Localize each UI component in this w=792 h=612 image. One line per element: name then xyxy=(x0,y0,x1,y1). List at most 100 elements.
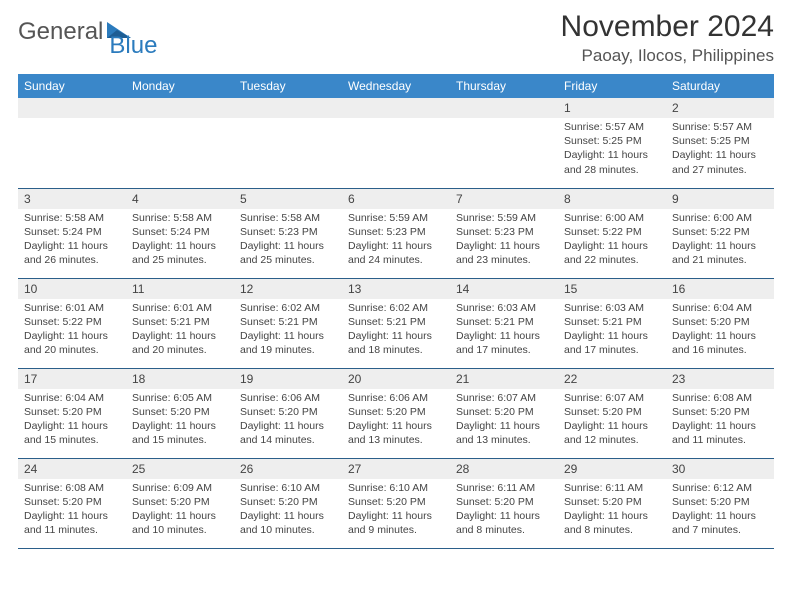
day-cell: 24Sunrise: 6:08 AMSunset: 5:20 PMDayligh… xyxy=(18,458,126,548)
day-cell: 7Sunrise: 5:59 AMSunset: 5:23 PMDaylight… xyxy=(450,188,558,278)
day-cell: 19Sunrise: 6:06 AMSunset: 5:20 PMDayligh… xyxy=(234,368,342,458)
day-details: Sunrise: 5:58 AMSunset: 5:23 PMDaylight:… xyxy=(234,209,342,274)
day-details: Sunrise: 6:10 AMSunset: 5:20 PMDaylight:… xyxy=(234,479,342,544)
day-number: 14 xyxy=(450,279,558,299)
day-cell: 27Sunrise: 6:10 AMSunset: 5:20 PMDayligh… xyxy=(342,458,450,548)
day-details: Sunrise: 6:11 AMSunset: 5:20 PMDaylight:… xyxy=(558,479,666,544)
logo-text-blue: Blue xyxy=(109,32,157,59)
day-number: 22 xyxy=(558,369,666,389)
day-cell: 17Sunrise: 6:04 AMSunset: 5:20 PMDayligh… xyxy=(18,368,126,458)
day-cell: 4Sunrise: 5:58 AMSunset: 5:24 PMDaylight… xyxy=(126,188,234,278)
day-number: 19 xyxy=(234,369,342,389)
day-number: 1 xyxy=(558,98,666,118)
day-number: 9 xyxy=(666,189,774,209)
day-number: 18 xyxy=(126,369,234,389)
day-number: 28 xyxy=(450,459,558,479)
month-title: November 2024 xyxy=(561,10,774,44)
day-header: Monday xyxy=(126,74,234,98)
day-details: Sunrise: 6:06 AMSunset: 5:20 PMDaylight:… xyxy=(342,389,450,454)
day-cell: 26Sunrise: 6:10 AMSunset: 5:20 PMDayligh… xyxy=(234,458,342,548)
day-cell: 22Sunrise: 6:07 AMSunset: 5:20 PMDayligh… xyxy=(558,368,666,458)
empty-day-cell xyxy=(126,98,234,188)
header: General Blue November 2024 Paoay, Ilocos… xyxy=(18,10,774,66)
day-details: Sunrise: 6:07 AMSunset: 5:20 PMDaylight:… xyxy=(558,389,666,454)
day-details: Sunrise: 6:00 AMSunset: 5:22 PMDaylight:… xyxy=(558,209,666,274)
day-details: Sunrise: 6:03 AMSunset: 5:21 PMDaylight:… xyxy=(450,299,558,364)
day-cell: 6Sunrise: 5:59 AMSunset: 5:23 PMDaylight… xyxy=(342,188,450,278)
day-number: 23 xyxy=(666,369,774,389)
logo-text-general: General xyxy=(18,18,103,46)
day-details: Sunrise: 6:10 AMSunset: 5:20 PMDaylight:… xyxy=(342,479,450,544)
day-number: 7 xyxy=(450,189,558,209)
day-header: Friday xyxy=(558,74,666,98)
day-details: Sunrise: 6:05 AMSunset: 5:20 PMDaylight:… xyxy=(126,389,234,454)
logo: General Blue xyxy=(18,18,183,46)
day-details: Sunrise: 6:02 AMSunset: 5:21 PMDaylight:… xyxy=(342,299,450,364)
empty-day-cell xyxy=(342,98,450,188)
day-number: 16 xyxy=(666,279,774,299)
day-cell: 18Sunrise: 6:05 AMSunset: 5:20 PMDayligh… xyxy=(126,368,234,458)
day-number: 30 xyxy=(666,459,774,479)
calendar-head: SundayMondayTuesdayWednesdayThursdayFrid… xyxy=(18,74,774,98)
location-text: Paoay, Ilocos, Philippines xyxy=(561,46,774,66)
day-details: Sunrise: 6:12 AMSunset: 5:20 PMDaylight:… xyxy=(666,479,774,544)
day-details: Sunrise: 6:01 AMSunset: 5:22 PMDaylight:… xyxy=(18,299,126,364)
day-cell: 14Sunrise: 6:03 AMSunset: 5:21 PMDayligh… xyxy=(450,278,558,368)
day-number: 17 xyxy=(18,369,126,389)
day-number: 8 xyxy=(558,189,666,209)
day-details: Sunrise: 6:01 AMSunset: 5:21 PMDaylight:… xyxy=(126,299,234,364)
day-details: Sunrise: 6:07 AMSunset: 5:20 PMDaylight:… xyxy=(450,389,558,454)
day-cell: 10Sunrise: 6:01 AMSunset: 5:22 PMDayligh… xyxy=(18,278,126,368)
day-details: Sunrise: 6:08 AMSunset: 5:20 PMDaylight:… xyxy=(18,479,126,544)
day-cell: 21Sunrise: 6:07 AMSunset: 5:20 PMDayligh… xyxy=(450,368,558,458)
day-number: 5 xyxy=(234,189,342,209)
day-number: 13 xyxy=(342,279,450,299)
day-header: Saturday xyxy=(666,74,774,98)
day-number: 3 xyxy=(18,189,126,209)
day-number: 15 xyxy=(558,279,666,299)
day-header: Sunday xyxy=(18,74,126,98)
day-number: 29 xyxy=(558,459,666,479)
day-header: Tuesday xyxy=(234,74,342,98)
day-number: 4 xyxy=(126,189,234,209)
empty-day-cell xyxy=(18,98,126,188)
day-details: Sunrise: 6:03 AMSunset: 5:21 PMDaylight:… xyxy=(558,299,666,364)
calendar-body: 1Sunrise: 5:57 AMSunset: 5:25 PMDaylight… xyxy=(18,98,774,548)
day-number: 12 xyxy=(234,279,342,299)
day-cell: 13Sunrise: 6:02 AMSunset: 5:21 PMDayligh… xyxy=(342,278,450,368)
day-details: Sunrise: 6:04 AMSunset: 5:20 PMDaylight:… xyxy=(666,299,774,364)
day-details: Sunrise: 6:06 AMSunset: 5:20 PMDaylight:… xyxy=(234,389,342,454)
day-number: 6 xyxy=(342,189,450,209)
day-details: Sunrise: 5:57 AMSunset: 5:25 PMDaylight:… xyxy=(666,118,774,183)
day-details: Sunrise: 6:11 AMSunset: 5:20 PMDaylight:… xyxy=(450,479,558,544)
day-cell: 16Sunrise: 6:04 AMSunset: 5:20 PMDayligh… xyxy=(666,278,774,368)
day-number: 10 xyxy=(18,279,126,299)
day-cell: 29Sunrise: 6:11 AMSunset: 5:20 PMDayligh… xyxy=(558,458,666,548)
day-header: Wednesday xyxy=(342,74,450,98)
day-cell: 8Sunrise: 6:00 AMSunset: 5:22 PMDaylight… xyxy=(558,188,666,278)
day-cell: 9Sunrise: 6:00 AMSunset: 5:22 PMDaylight… xyxy=(666,188,774,278)
day-details: Sunrise: 6:04 AMSunset: 5:20 PMDaylight:… xyxy=(18,389,126,454)
calendar-table: SundayMondayTuesdayWednesdayThursdayFrid… xyxy=(18,74,774,549)
day-cell: 12Sunrise: 6:02 AMSunset: 5:21 PMDayligh… xyxy=(234,278,342,368)
day-number: 24 xyxy=(18,459,126,479)
day-details: Sunrise: 5:59 AMSunset: 5:23 PMDaylight:… xyxy=(450,209,558,274)
title-block: November 2024 Paoay, Ilocos, Philippines xyxy=(561,10,774,66)
day-details: Sunrise: 5:59 AMSunset: 5:23 PMDaylight:… xyxy=(342,209,450,274)
day-cell: 30Sunrise: 6:12 AMSunset: 5:20 PMDayligh… xyxy=(666,458,774,548)
day-number: 20 xyxy=(342,369,450,389)
day-cell: 1Sunrise: 5:57 AMSunset: 5:25 PMDaylight… xyxy=(558,98,666,188)
empty-day-cell xyxy=(450,98,558,188)
day-number: 26 xyxy=(234,459,342,479)
day-cell: 28Sunrise: 6:11 AMSunset: 5:20 PMDayligh… xyxy=(450,458,558,548)
day-header: Thursday xyxy=(450,74,558,98)
day-cell: 20Sunrise: 6:06 AMSunset: 5:20 PMDayligh… xyxy=(342,368,450,458)
day-cell: 23Sunrise: 6:08 AMSunset: 5:20 PMDayligh… xyxy=(666,368,774,458)
day-number: 11 xyxy=(126,279,234,299)
day-details: Sunrise: 5:58 AMSunset: 5:24 PMDaylight:… xyxy=(18,209,126,274)
day-number: 21 xyxy=(450,369,558,389)
day-details: Sunrise: 6:02 AMSunset: 5:21 PMDaylight:… xyxy=(234,299,342,364)
day-details: Sunrise: 5:58 AMSunset: 5:24 PMDaylight:… xyxy=(126,209,234,274)
day-details: Sunrise: 6:09 AMSunset: 5:20 PMDaylight:… xyxy=(126,479,234,544)
day-details: Sunrise: 6:00 AMSunset: 5:22 PMDaylight:… xyxy=(666,209,774,274)
